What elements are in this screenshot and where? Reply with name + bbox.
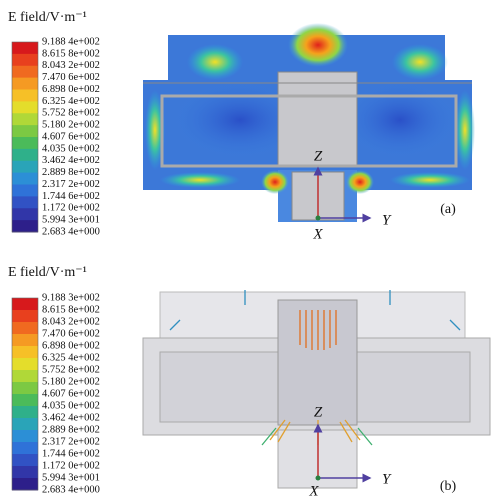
legend-swatch <box>12 298 38 311</box>
legend-swatch <box>12 137 38 149</box>
legend-swatch <box>12 454 38 467</box>
legend-label: 5.180 2e+002 <box>42 120 100 131</box>
axis-label-x: X <box>312 226 323 242</box>
legend-swatch <box>12 66 38 78</box>
legend-label: 3.462 4e+002 <box>42 412 100 423</box>
field-plot-b <box>143 290 490 488</box>
axis-label-y: Y <box>382 212 392 228</box>
field-plot-a <box>143 23 475 222</box>
legend-label: 5.180 2e+002 <box>42 376 100 387</box>
legend-label: 2.889 8e+002 <box>42 424 100 435</box>
legend-swatch <box>12 90 38 102</box>
legend-title: E field/V·m⁻¹ <box>8 265 87 280</box>
legend-swatch <box>12 346 38 359</box>
legend-label: 2.317 2e+002 <box>42 179 100 190</box>
legend-label: 8.043 2e+002 <box>42 60 100 71</box>
legend-label: 7.470 6e+002 <box>42 72 100 83</box>
legend-swatch <box>12 125 38 137</box>
legend-label: 1.744 6e+002 <box>42 191 100 202</box>
legend-label: 5.752 8e+002 <box>42 364 100 375</box>
legend-swatch <box>12 370 38 383</box>
legend-swatch <box>12 161 38 173</box>
legend-swatch <box>12 358 38 371</box>
legend-label: 1.744 6e+002 <box>42 448 100 459</box>
legend-swatch <box>12 196 38 208</box>
legend-label: 2.683 4e+000 <box>42 226 100 237</box>
legend-swatch <box>12 173 38 185</box>
legend-swatch <box>12 322 38 335</box>
panel-label: (b) <box>440 479 457 494</box>
legend-label: 6.325 4e+002 <box>42 96 100 107</box>
legend-label: 2.317 2e+002 <box>42 436 100 447</box>
legend-label: 4.035 0e+002 <box>42 143 100 154</box>
axis-label-z: Z <box>314 148 323 164</box>
legend-swatch <box>12 442 38 455</box>
legend-swatch <box>12 334 38 347</box>
axis-label-y: Y <box>382 471 392 487</box>
legend-swatch <box>12 220 38 232</box>
legend-title: E field/V·m⁻¹ <box>8 10 87 25</box>
legend-swatch <box>12 310 38 323</box>
legend-swatch <box>12 418 38 431</box>
legend-label: 1.172 0e+002 <box>42 203 100 214</box>
legend-swatch <box>12 185 38 197</box>
legend-label: 9.188 4e+002 <box>42 36 100 47</box>
legend-label: 6.898 0e+002 <box>42 340 100 351</box>
legend-swatch <box>12 78 38 90</box>
panel-label: (a) <box>440 202 456 217</box>
legend-swatch <box>12 208 38 220</box>
legend-label: 6.325 4e+002 <box>42 352 100 363</box>
legend-swatch <box>12 466 38 479</box>
legend-swatch <box>12 406 38 419</box>
legend-label: 4.607 6e+002 <box>42 131 100 142</box>
figure: E field/V·m⁻¹9.188 4e+0028.615 8e+0028.0… <box>0 0 494 497</box>
legend-swatch <box>12 42 38 54</box>
legend-swatch <box>12 54 38 66</box>
legend-label: 7.470 6e+002 <box>42 328 100 339</box>
legend-swatch <box>12 394 38 407</box>
legend-label: 6.898 0e+002 <box>42 84 100 95</box>
legend-swatch <box>12 478 38 491</box>
legend-swatch <box>12 430 38 443</box>
legend-label: 5.994 3e+001 <box>42 215 100 226</box>
legend-label: 8.043 2e+002 <box>42 316 100 327</box>
legend-swatch <box>12 149 38 161</box>
legend-label: 5.994 3e+001 <box>42 472 100 483</box>
legend-label: 1.172 0e+002 <box>42 460 100 471</box>
legend-label: 9.188 3e+002 <box>42 292 100 303</box>
legend-label: 2.889 8e+002 <box>42 167 100 178</box>
legend-label: 5.752 8e+002 <box>42 108 100 119</box>
legend-swatch <box>12 382 38 395</box>
legend-label: 4.607 6e+002 <box>42 388 100 399</box>
legend-label: 4.035 0e+002 <box>42 400 100 411</box>
axis-label-x: X <box>308 483 319 497</box>
axis-label-z: Z <box>314 404 323 420</box>
legend-swatch <box>12 113 38 125</box>
legend-label: 3.462 4e+002 <box>42 155 100 166</box>
legend-label: 8.615 8e+002 <box>42 304 100 315</box>
legend-swatch <box>12 101 38 113</box>
legend-label: 8.615 8e+002 <box>42 48 100 59</box>
legend-label: 2.683 4e+000 <box>42 484 100 495</box>
